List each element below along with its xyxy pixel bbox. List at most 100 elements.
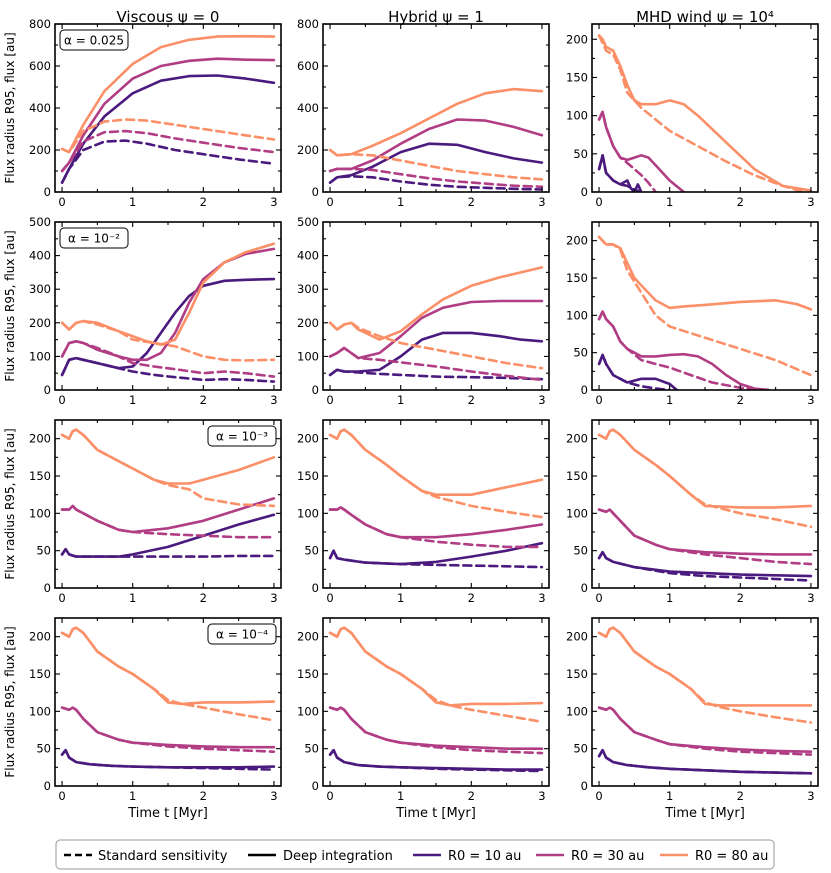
y-tick-label: 100 <box>297 506 319 520</box>
x-tick-label: 1 <box>666 195 673 209</box>
y-tick-label: 0 <box>312 581 319 595</box>
series-r0-30-standard <box>60 340 276 378</box>
panel-r2-c1: 0 1 2 3 0 50 100 150 200 <box>297 419 550 605</box>
x-tick-label: 1 <box>666 393 673 407</box>
x-tick-label: 3 <box>538 195 545 209</box>
x-tick-label: 2 <box>737 393 744 407</box>
series-r0-80-deep <box>597 235 813 311</box>
legend-r30-label: R0 = 30 au <box>571 849 644 864</box>
x-tick-label: 2 <box>468 591 475 605</box>
y-tick-label: 200 <box>297 432 319 446</box>
plot-frame <box>591 617 819 787</box>
series-r0-10-deep <box>328 748 544 771</box>
series-r0-10-deep <box>597 154 643 192</box>
panel-r1-c1: 0 1 2 3 0 100 200 300 400 500 <box>297 215 550 407</box>
x-tick-label: 0 <box>58 393 65 407</box>
y-tick-label: 150 <box>566 70 588 84</box>
x-tick-label: 3 <box>538 591 545 605</box>
x-axis-label: Time t [Myr] <box>395 806 476 821</box>
x-tick-label: 1 <box>397 393 404 407</box>
y-axis-label: Flux radius R95, flux [au] <box>3 32 17 183</box>
y-tick-label: 50 <box>573 346 588 360</box>
x-tick-label: 0 <box>326 591 333 605</box>
series-r0-80-standard <box>328 626 544 724</box>
series-r0-80-standard <box>597 626 813 724</box>
series-r0-30-standard <box>597 310 770 390</box>
y-tick-label: 0 <box>312 779 319 793</box>
x-tick-label: 3 <box>270 393 277 407</box>
y-axis-label: Flux radius R95, flux [au] <box>3 230 17 381</box>
alpha-box <box>59 29 129 51</box>
y-tick-label: 50 <box>304 742 319 756</box>
x-tick-label: 3 <box>538 789 545 803</box>
x-tick-label: 2 <box>468 195 475 209</box>
y-tick-label: 800 <box>297 17 319 31</box>
panel-r0-c0: 0 1 2 3 0 200 400 600 800 Flux radius R95, flux [… <box>3 17 282 209</box>
y-tick-label: 100 <box>29 506 51 520</box>
x-tick-label: 1 <box>666 789 673 803</box>
y-tick-label: 0 <box>581 779 588 793</box>
y-tick-label: 200 <box>29 432 51 446</box>
series-r0-10-standard <box>328 175 544 191</box>
x-tick-label: 3 <box>538 393 545 407</box>
series-r0-30-standard <box>597 110 657 192</box>
x-tick-label: 0 <box>595 591 602 605</box>
series-r0-10-deep <box>328 331 544 377</box>
series-r0-30-standard <box>60 706 276 753</box>
x-tick-label: 0 <box>595 789 602 803</box>
x-tick-label: 0 <box>58 789 65 803</box>
y-tick-label: 400 <box>297 101 319 115</box>
y-tick-label: 0 <box>581 185 588 199</box>
x-tick-label: 1 <box>397 591 404 605</box>
y-tick-label: 50 <box>36 544 51 558</box>
y-tick-label: 0 <box>581 581 588 595</box>
plot-frame <box>591 23 819 193</box>
series-r0-10-deep <box>597 550 813 578</box>
y-tick-label: 200 <box>29 143 51 157</box>
y-tick-label: 100 <box>297 349 319 363</box>
x-tick-label: 2 <box>468 393 475 407</box>
y-tick-label: 200 <box>566 32 588 46</box>
series-r0-80-standard <box>60 319 276 362</box>
alpha-box <box>207 623 277 645</box>
y-tick-label: 100 <box>297 704 319 718</box>
y-tick-label: 300 <box>29 282 51 296</box>
series-r0-30-deep <box>60 497 276 534</box>
y-tick-label: 150 <box>566 469 588 483</box>
series-r0-30-deep <box>60 57 276 173</box>
series-r0-80-deep <box>60 34 276 154</box>
y-tick-label: 50 <box>573 147 588 161</box>
y-tick-label: 600 <box>29 59 51 73</box>
series-r0-80-standard <box>328 321 544 370</box>
panel-r3-c0: 0 1 2 3 0 50 100 150 200 Flux radius R95, flux [a… <box>3 617 282 821</box>
y-tick-label: 400 <box>29 249 51 263</box>
y-tick-label: 0 <box>44 581 51 595</box>
x-tick-label: 2 <box>737 789 744 803</box>
series-r0-30-standard <box>328 346 544 382</box>
column-title-hybrid: Hybrid ψ = 1 <box>388 8 484 26</box>
column-title-viscous: Viscous ψ = 0 <box>117 8 220 26</box>
panel-r3-c1: 0 1 2 3 0 50 100 150 200 Time t [Myr] <box>297 617 550 821</box>
y-tick-label: 200 <box>566 432 588 446</box>
x-tick-label: 2 <box>737 195 744 209</box>
x-tick-label: 3 <box>807 195 814 209</box>
x-tick-label: 0 <box>595 195 602 209</box>
series-r0-10-standard <box>597 748 813 775</box>
series-r0-10-deep <box>60 74 276 184</box>
panel-r2-c0: 0 1 2 3 0 50 100 150 200 Flux radius R95, flux [a… <box>3 419 282 605</box>
series-r0-80-standard <box>328 428 544 519</box>
x-tick-label: 0 <box>326 195 333 209</box>
y-tick-label: 50 <box>36 742 51 756</box>
y-tick-label: 150 <box>29 667 51 681</box>
panel-r2-c2: 0 1 2 3 0 50 100 150 200 <box>566 419 819 605</box>
alpha-box <box>207 425 277 447</box>
y-tick-label: 400 <box>297 249 319 263</box>
series-r0-80-standard <box>597 34 806 192</box>
y-tick-label: 0 <box>44 383 51 397</box>
series-r0-80-deep <box>60 242 276 346</box>
x-tick-label: 0 <box>58 195 65 209</box>
y-tick-label: 100 <box>29 349 51 363</box>
series-r0-80-standard <box>597 428 813 529</box>
series-r0-10-standard <box>597 154 643 192</box>
